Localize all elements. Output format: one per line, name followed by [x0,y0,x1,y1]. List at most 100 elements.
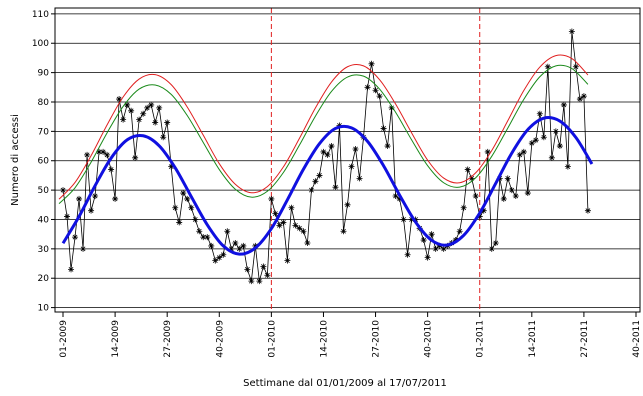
data-point [236,245,243,252]
y-tick-label: 10 [38,304,50,314]
data-point [384,143,391,150]
y-axis-title: Numero di accessi [10,114,21,206]
y-tick-label: 90 [38,69,50,79]
data-point [584,207,591,214]
series-line [58,64,589,204]
x-tick-label: 14-2010 [319,320,329,358]
data-point [388,104,395,111]
y-tick-label: 60 [38,157,50,167]
data-point [372,87,379,94]
y-tick-label: 80 [38,98,50,108]
data-point [524,190,531,197]
x-tick-label: 27-2009 [163,320,173,358]
data-point [564,163,571,170]
series-line [61,116,594,256]
y-tick-label: 30 [38,245,50,255]
x-tick-label: 01-2009 [59,320,69,358]
data-point [228,245,235,252]
data-point [352,145,359,152]
data-point [256,278,263,285]
data-point [344,201,351,208]
data-point [172,204,179,211]
data-point [264,272,271,279]
y-tick-label: 100 [32,39,49,49]
data-point [216,254,223,261]
data-point [572,63,579,70]
series-line [58,54,589,200]
data-point [364,84,371,91]
data-point [456,228,463,235]
data-point [340,228,347,235]
data-point [92,192,99,199]
data-point [112,195,119,202]
data-point [476,213,483,220]
data-point [212,257,219,264]
data-point [540,134,547,141]
data-point [276,222,283,229]
data-point [80,245,87,252]
data-point [552,128,559,135]
x-tick-label: 14-2011 [528,320,538,358]
x-tick-label: 01-2010 [267,320,277,358]
data-point [292,222,299,229]
data-point [224,228,231,235]
data-point [408,216,415,223]
data-point [160,134,167,141]
data-point [440,245,447,252]
data-point [320,148,327,155]
x-tick-label: 40-2011 [632,320,642,358]
data-point [492,239,499,246]
data-point [180,190,187,197]
data-point [204,234,211,241]
y-tick-label: 40 [38,215,50,225]
data-point [268,195,275,202]
data-point [272,210,279,217]
data-point [396,195,403,202]
data-point [468,175,475,182]
data-point [96,148,103,155]
data-point [520,148,527,155]
x-tick-label: 27-2010 [372,320,382,358]
data-point [316,172,323,179]
data-point [460,204,467,211]
data-point [308,187,315,194]
data-point [64,213,71,220]
data-point [152,119,159,126]
data-point [60,187,67,194]
data-point [288,204,295,211]
data-point [512,192,519,199]
y-tick-label: 50 [38,186,50,196]
data-point [240,242,247,249]
data-point [300,228,307,235]
data-point [176,219,183,226]
data-point [140,110,147,117]
data-point [392,192,399,199]
data-point [480,207,487,214]
data-point [116,96,123,103]
data-point [168,163,175,170]
data-point [108,166,115,173]
data-point [428,231,435,238]
data-point [508,187,515,194]
data-point [72,234,79,241]
data-point [232,239,239,246]
data-point [332,184,339,191]
data-point [148,101,155,108]
data-point [244,266,251,273]
data-point [304,239,311,246]
y-tick-label: 20 [38,274,50,284]
data-point [104,151,111,158]
plot-frame [54,7,641,313]
data-point [500,195,507,202]
data-point [532,137,539,144]
x-tick-label: 27-2011 [580,320,590,358]
data-point [452,237,459,244]
data-point [192,216,199,223]
data-point [348,163,355,170]
data-point [484,148,491,155]
data-point [516,151,523,158]
data-point [556,143,563,150]
data-point [84,151,91,158]
data-point [100,148,107,155]
